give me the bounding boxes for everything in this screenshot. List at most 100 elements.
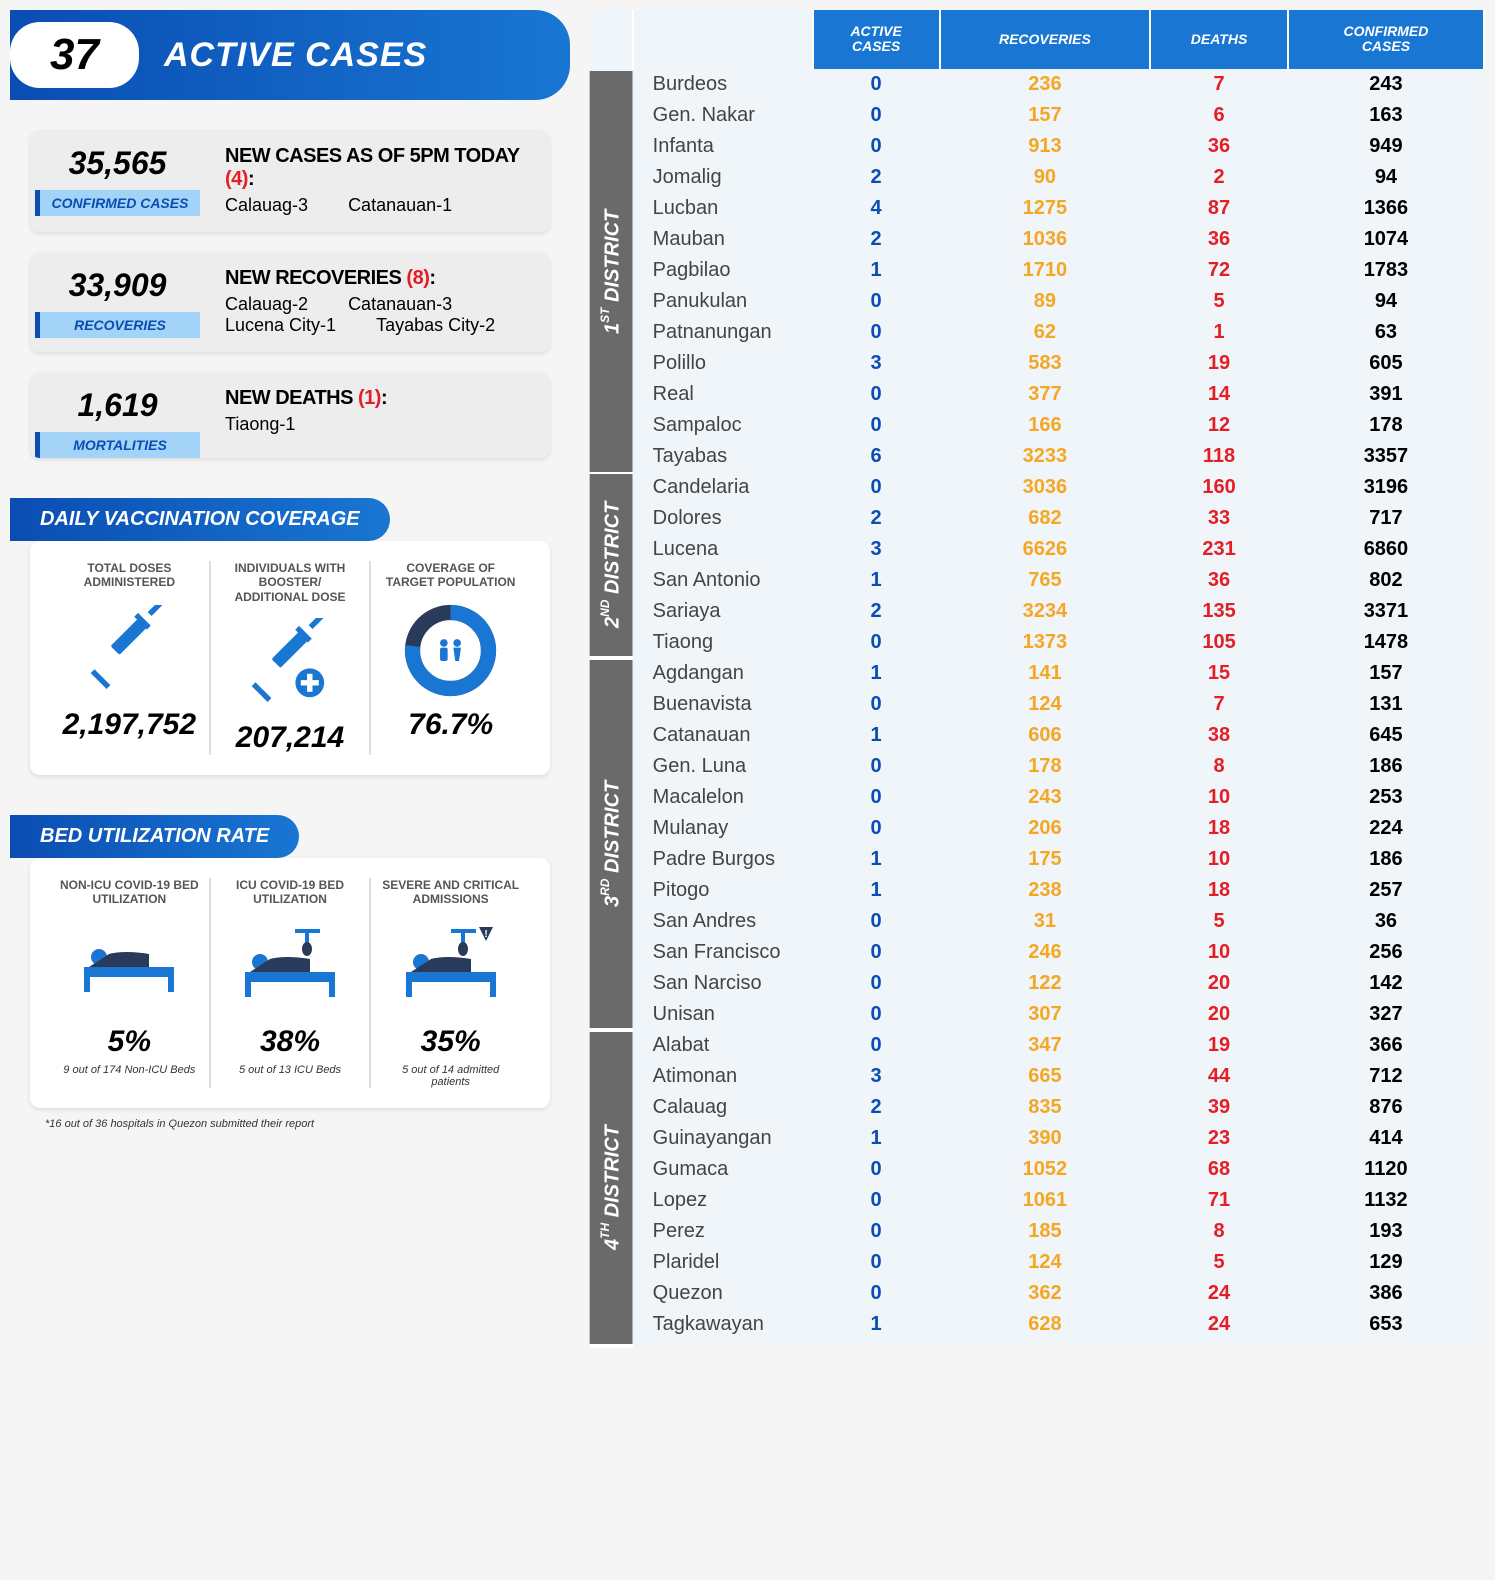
- deaths-value: 6: [1150, 100, 1288, 131]
- location-name: Plaridel: [633, 1247, 813, 1278]
- active-value: 0: [813, 1030, 940, 1061]
- confirmed-value: 1783: [1288, 255, 1484, 286]
- stat-left: 33,909 RECOVERIES: [30, 252, 205, 352]
- recoveries-value: 90: [940, 162, 1151, 193]
- active-value: 2: [813, 503, 940, 534]
- recoveries-value: 246: [940, 937, 1151, 968]
- stat-card: 35,565 CONFIRMED CASES NEW CASES AS OF 5…: [30, 130, 550, 232]
- location-name: Mauban: [633, 224, 813, 255]
- location-name: Perez: [633, 1216, 813, 1247]
- recoveries-value: 347: [940, 1030, 1151, 1061]
- deaths-value: 14: [1150, 379, 1288, 410]
- table-row: Gen. Luna01788186: [590, 751, 1484, 782]
- deaths-value: 10: [1150, 937, 1288, 968]
- recoveries-value: 238: [940, 875, 1151, 906]
- recoveries-value: 236: [940, 69, 1151, 100]
- confirmed-value: 63: [1288, 317, 1484, 348]
- location-name: Lucena: [633, 534, 813, 565]
- bed-panel: NON-ICU COVID-19 BED UTILIZATION 5% 9 ou…: [30, 858, 550, 1108]
- active-value: 0: [813, 751, 940, 782]
- recoveries-value: 835: [940, 1092, 1151, 1123]
- active-value: 0: [813, 999, 940, 1030]
- active-value: 0: [813, 813, 940, 844]
- table-row: Patnanungan062163: [590, 317, 1484, 348]
- total-doses-col: TOTAL DOSES ADMINISTERED 2,197,752: [50, 561, 211, 755]
- location-name: Guinayangan: [633, 1123, 813, 1154]
- active-value: 0: [813, 968, 940, 999]
- location-name: Tiaong: [633, 627, 813, 658]
- table-row: Quezon036224386: [590, 1278, 1484, 1309]
- active-value: 0: [813, 286, 940, 317]
- confirmed-value: 645: [1288, 720, 1484, 751]
- confirmed-value: 36: [1288, 906, 1484, 937]
- icu-label: ICU COVID-19 BED UTILIZATION: [221, 878, 360, 908]
- table-row: Catanauan160638645: [590, 720, 1484, 751]
- deaths-value: 68: [1150, 1154, 1288, 1185]
- bed-header: BED UTILIZATION RATE: [10, 815, 299, 858]
- stat-details: Tiaong-1: [225, 414, 530, 436]
- location-name: Macalelon: [633, 782, 813, 813]
- location-name: Buenavista: [633, 689, 813, 720]
- active-value: 0: [813, 472, 940, 503]
- deaths-value: 19: [1150, 348, 1288, 379]
- location-name: San Francisco: [633, 937, 813, 968]
- deaths-value: 44: [1150, 1061, 1288, 1092]
- recoveries-value: 3233: [940, 441, 1151, 472]
- recoveries-value: 1061: [940, 1185, 1151, 1216]
- active-value: 2: [813, 224, 940, 255]
- location-name: Jomalig: [633, 162, 813, 193]
- stat-details: Calauag-3Catanauan-1: [225, 195, 530, 217]
- location-name: Mulanay: [633, 813, 813, 844]
- table-row: Buenavista01247131: [590, 689, 1484, 720]
- table-row: Plaridel01245129: [590, 1247, 1484, 1278]
- confirmed-value: 193: [1288, 1216, 1484, 1247]
- deaths-value: 15: [1150, 658, 1288, 689]
- nonicu-label: NON-ICU COVID-19 BED UTILIZATION: [60, 878, 199, 908]
- table-row: Polillo358319605: [590, 348, 1484, 379]
- icu-bed-icon: [221, 920, 360, 1015]
- nonicu-col: NON-ICU COVID-19 BED UTILIZATION 5% 9 ou…: [50, 878, 211, 1088]
- location-name: Gen. Luna: [633, 751, 813, 782]
- district-table: ACTIVECASESRECOVERIESDEATHSCONFIRMEDCASE…: [590, 10, 1485, 1348]
- severe-bed-icon: !: [381, 920, 520, 1015]
- stat-title: NEW CASES AS OF 5PM TODAY (4):: [225, 145, 530, 191]
- location-name: Tagkawayan: [633, 1309, 813, 1346]
- confirmed-value: 949: [1288, 131, 1484, 162]
- vaccination-header: DAILY VACCINATION COVERAGE: [10, 498, 390, 541]
- confirmed-value: 3357: [1288, 441, 1484, 472]
- table-row: Lucban41275871366: [590, 193, 1484, 224]
- confirmed-value: 157: [1288, 658, 1484, 689]
- active-value: 3: [813, 534, 940, 565]
- active-value: 6: [813, 441, 940, 472]
- recoveries-value: 377: [940, 379, 1151, 410]
- location-name: Atimonan: [633, 1061, 813, 1092]
- location-name: Polillo: [633, 348, 813, 379]
- recoveries-value: 1275: [940, 193, 1151, 224]
- location-name: Quezon: [633, 1278, 813, 1309]
- table-row: Tagkawayan162824653: [590, 1309, 1484, 1346]
- table-row: Perez01858193: [590, 1216, 1484, 1247]
- recoveries-value: 628: [940, 1309, 1151, 1346]
- bed-icon: [60, 920, 199, 1015]
- location-name: Sampaloc: [633, 410, 813, 441]
- table-row: Infanta091336949: [590, 131, 1484, 162]
- table-row: Sampaloc016612178: [590, 410, 1484, 441]
- total-doses-label: TOTAL DOSES ADMINISTERED: [60, 561, 199, 591]
- confirmed-value: 178: [1288, 410, 1484, 441]
- district-label: 3RD DISTRICT: [590, 658, 633, 1030]
- confirmed-value: 391: [1288, 379, 1484, 410]
- stat-detail-item: Catanauan-1: [348, 195, 452, 217]
- recoveries-value: 307: [940, 999, 1151, 1030]
- location-name: Catanauan: [633, 720, 813, 751]
- deaths-value: 24: [1150, 1309, 1288, 1346]
- table-row: San Andres031536: [590, 906, 1484, 937]
- active-value: 0: [813, 1247, 940, 1278]
- recoveries-value: 1373: [940, 627, 1151, 658]
- stat-right: NEW RECOVERIES (8): Calauag-2Catanauan-3…: [205, 252, 550, 352]
- severe-note: 5 out of 14 admitted patients: [381, 1064, 520, 1088]
- location-name: Pagbilao: [633, 255, 813, 286]
- recoveries-value: 122: [940, 968, 1151, 999]
- confirmed-value: 186: [1288, 844, 1484, 875]
- deaths-value: 23: [1150, 1123, 1288, 1154]
- table-row: Panukulan089594: [590, 286, 1484, 317]
